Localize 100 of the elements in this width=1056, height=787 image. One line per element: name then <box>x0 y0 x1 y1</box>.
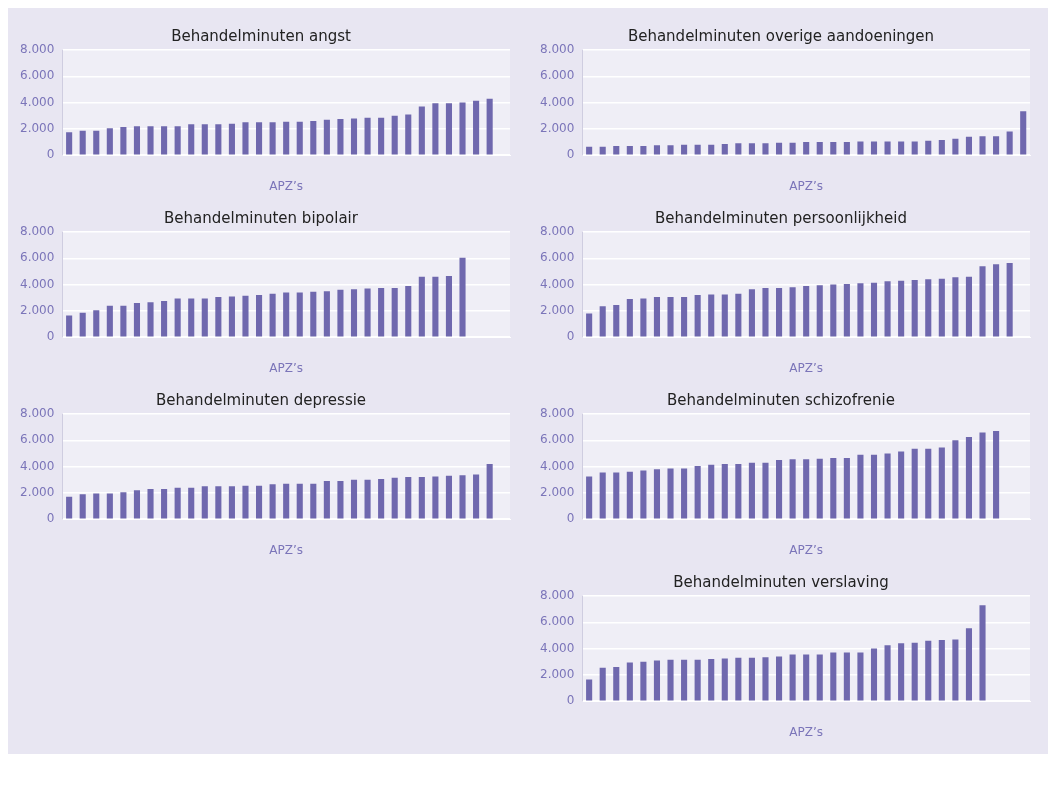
bar <box>486 463 493 519</box>
bar <box>391 287 398 337</box>
bar <box>776 142 783 155</box>
bar <box>445 103 453 155</box>
bar <box>640 146 647 155</box>
bar <box>201 124 208 155</box>
bar <box>681 659 688 701</box>
bar <box>418 106 425 155</box>
bar <box>350 289 358 337</box>
bar <box>898 451 905 519</box>
bar <box>93 130 100 155</box>
bar <box>748 462 755 519</box>
y-tick-label: 6.000 <box>539 432 575 447</box>
bar <box>979 266 986 337</box>
bar <box>857 454 864 519</box>
bar <box>857 652 864 701</box>
bar <box>364 117 371 155</box>
bar <box>762 462 769 519</box>
bar <box>106 305 113 337</box>
bar <box>938 278 945 337</box>
bar <box>681 297 688 337</box>
bar <box>188 487 195 519</box>
bar <box>979 136 986 155</box>
bar <box>378 117 385 155</box>
bar <box>283 121 290 155</box>
bar <box>789 459 796 519</box>
bar <box>242 485 249 519</box>
bar <box>215 124 222 155</box>
bar <box>925 640 932 701</box>
bar <box>1006 262 1013 337</box>
y-tick-label: 4.000 <box>19 458 55 473</box>
bar <box>350 118 358 155</box>
bar <box>789 654 796 701</box>
x-axis-title: APZ’s <box>269 542 304 557</box>
chart-title: Behandelminuten bipolair <box>164 208 359 227</box>
bar <box>161 126 168 155</box>
bar <box>626 662 633 701</box>
bar <box>884 141 891 155</box>
bar <box>242 122 249 155</box>
bar <box>925 279 932 337</box>
bar <box>708 659 715 701</box>
y-tick-label: 8.000 <box>19 406 55 421</box>
bar <box>161 301 168 337</box>
bar <box>432 103 439 155</box>
bar <box>296 121 303 155</box>
bar <box>653 145 661 155</box>
bar <box>459 102 466 155</box>
bar <box>188 124 195 155</box>
bar <box>911 448 918 519</box>
bar <box>66 315 73 337</box>
bar <box>586 679 593 701</box>
bar <box>66 496 73 519</box>
bar <box>79 312 86 337</box>
bar <box>898 280 905 337</box>
bar <box>762 657 769 701</box>
x-axis-title: APZ’s <box>789 542 824 557</box>
bar <box>857 141 864 155</box>
bar <box>952 440 959 519</box>
y-tick-label: 0 <box>46 147 55 162</box>
bar <box>803 459 810 519</box>
x-axis-title: APZ’s <box>789 178 824 193</box>
bar <box>993 431 1000 519</box>
y-tick-label: 4.000 <box>539 94 575 109</box>
bar <box>911 642 918 701</box>
bar <box>965 437 973 519</box>
bar <box>599 472 606 519</box>
bar <box>884 453 891 519</box>
bar <box>830 142 837 155</box>
bar <box>93 310 100 337</box>
bar <box>979 432 986 519</box>
bar <box>391 477 398 519</box>
bar <box>694 295 701 337</box>
bar <box>830 458 837 519</box>
bar <box>391 115 398 155</box>
bar <box>993 264 1000 337</box>
bar <box>870 648 878 701</box>
bar <box>816 142 823 155</box>
bar <box>323 291 330 337</box>
bar <box>925 140 932 155</box>
y-tick-label: 6.000 <box>19 432 55 447</box>
chart-title: Behandelminuten persoonlijkheid <box>654 208 908 227</box>
bar <box>911 141 918 155</box>
bar <box>938 140 945 155</box>
bar <box>337 289 344 337</box>
bar <box>586 313 593 337</box>
y-tick-label: 4.000 <box>19 94 55 109</box>
bar <box>898 643 905 701</box>
bar <box>599 667 606 701</box>
bar <box>965 628 973 701</box>
bar <box>378 479 385 519</box>
y-tick-label: 2.000 <box>19 303 55 318</box>
bar <box>748 289 755 337</box>
y-tick-label: 8.000 <box>539 406 575 421</box>
y-tick-label: 2.000 <box>539 303 575 318</box>
bar <box>979 605 986 701</box>
y-tick-label: 0 <box>566 511 575 526</box>
x-axis-title: APZ’s <box>269 360 304 375</box>
y-tick-label: 6.000 <box>539 68 575 83</box>
bar <box>228 486 235 519</box>
bar <box>473 474 480 519</box>
